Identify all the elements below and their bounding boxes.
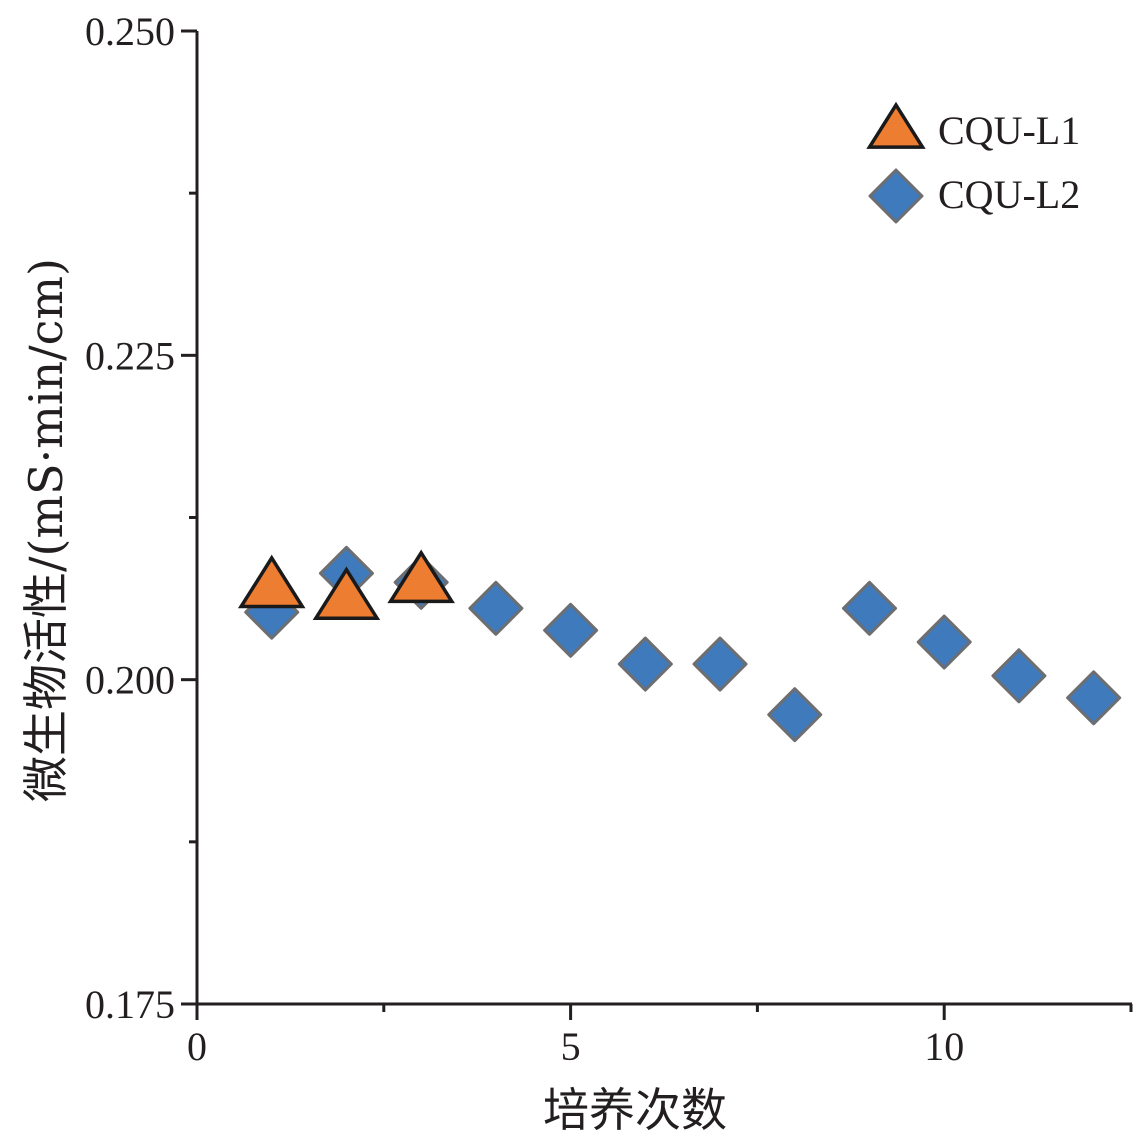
legend-marker-cqu-l1 (866, 101, 926, 149)
y-tick-label: 0.200 (85, 658, 175, 703)
y-tick-label: 0.225 (85, 333, 175, 378)
legend-marker-cqu-l2 (868, 168, 924, 224)
point-cqu-l2 (543, 602, 599, 658)
x-tick-label: 5 (561, 1024, 581, 1069)
x-tick-label: 0 (187, 1024, 207, 1069)
x-axis-title: 培养次数 (543, 1083, 727, 1137)
point-cqu-l2 (991, 648, 1047, 704)
y-tick-label: 0.175 (85, 982, 175, 1027)
point-cqu-l2 (916, 614, 972, 670)
point-cqu-l1 (312, 566, 381, 620)
x-tick-label: 10 (924, 1024, 964, 1069)
point-cqu-l2 (1066, 670, 1122, 726)
point-cqu-l2 (468, 580, 524, 636)
legend: CQU-L1 CQU-L2 (866, 101, 1080, 224)
y-axis-title: 微生物活性/(mS·min/cm) (19, 258, 73, 802)
legend-item-cqu-l2: CQU-L2 (868, 168, 1080, 224)
axes: 0.175 0.200 0.225 0.250 0 5 10 (85, 9, 1133, 1069)
point-cqu-l2 (617, 636, 673, 692)
point-cqu-l1 (237, 554, 306, 609)
y-tick-label: 0.250 (85, 9, 175, 54)
legend-label-cqu-l2: CQU-L2 (938, 172, 1080, 217)
data-points (237, 545, 1122, 743)
point-cqu-l1 (387, 549, 455, 604)
legend-item-cqu-l1: CQU-L1 (866, 101, 1080, 153)
point-cqu-l2 (841, 580, 897, 636)
legend-label-cqu-l1: CQU-L1 (938, 108, 1080, 153)
point-cqu-l2 (692, 636, 748, 692)
point-cqu-l2 (767, 687, 823, 743)
